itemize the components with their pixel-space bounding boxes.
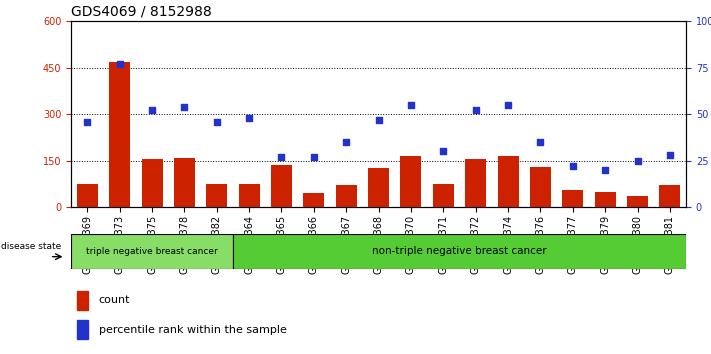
Text: percentile rank within the sample: percentile rank within the sample [99, 325, 287, 335]
Point [308, 154, 319, 160]
Bar [659, 185, 680, 207]
Bar [233, 234, 686, 269]
Bar [77, 184, 98, 207]
Point [503, 102, 514, 108]
Bar [271, 165, 292, 207]
Bar [530, 167, 551, 207]
Point [405, 102, 417, 108]
Text: disease state: disease state [1, 241, 62, 251]
Bar [239, 184, 260, 207]
Point [211, 119, 223, 125]
Point [146, 108, 158, 113]
Bar [206, 184, 228, 207]
Point [535, 139, 546, 145]
Bar [594, 192, 616, 207]
Bar [77, 291, 88, 310]
Bar [304, 193, 324, 207]
Point [373, 117, 385, 122]
Point [114, 61, 125, 67]
Bar [627, 196, 648, 207]
Text: count: count [99, 295, 130, 306]
Bar [498, 156, 518, 207]
Point [567, 164, 579, 169]
Point [276, 154, 287, 160]
Text: triple negative breast cancer: triple negative breast cancer [86, 247, 218, 256]
Bar [174, 158, 195, 207]
Bar [77, 320, 88, 339]
Point [632, 158, 643, 164]
Point [341, 139, 352, 145]
Bar [336, 185, 357, 207]
Point [82, 119, 93, 125]
Bar [71, 234, 233, 269]
Text: non-triple negative breast cancer: non-triple negative breast cancer [373, 246, 547, 256]
Point [599, 167, 611, 173]
Point [438, 149, 449, 154]
Point [470, 108, 481, 113]
Bar [368, 169, 389, 207]
Text: GDS4069 / 8152988: GDS4069 / 8152988 [71, 5, 212, 19]
Point [664, 152, 675, 158]
Bar [400, 156, 422, 207]
Point [178, 104, 190, 110]
Bar [465, 159, 486, 207]
Bar [433, 184, 454, 207]
Point [243, 115, 255, 121]
Bar [141, 159, 163, 207]
Bar [109, 62, 130, 207]
Bar [562, 190, 583, 207]
